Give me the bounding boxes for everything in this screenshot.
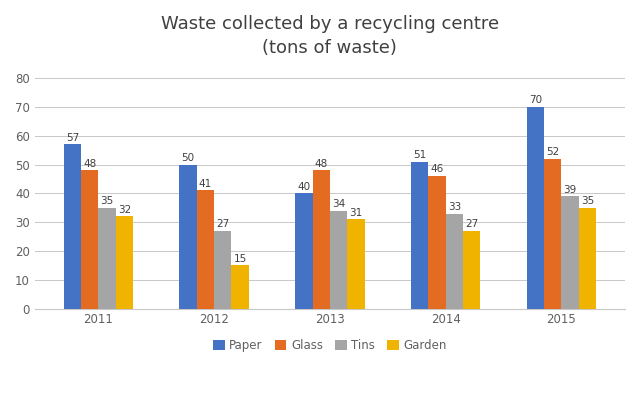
Bar xyxy=(561,196,579,309)
Text: 46: 46 xyxy=(430,164,444,174)
Bar xyxy=(179,164,196,309)
Text: 70: 70 xyxy=(529,95,542,105)
Text: 57: 57 xyxy=(66,133,79,143)
Bar xyxy=(463,231,481,309)
Text: 39: 39 xyxy=(563,184,577,195)
Bar xyxy=(295,193,312,309)
Bar xyxy=(527,107,544,309)
Bar xyxy=(81,170,99,309)
Bar xyxy=(232,265,249,309)
Text: 41: 41 xyxy=(199,179,212,189)
Text: 31: 31 xyxy=(349,208,362,218)
Text: 51: 51 xyxy=(413,150,426,160)
Bar xyxy=(544,159,561,309)
Bar xyxy=(411,162,428,309)
Bar xyxy=(196,190,214,309)
Text: 48: 48 xyxy=(315,159,328,168)
Legend: Paper, Glass, Tins, Garden: Paper, Glass, Tins, Garden xyxy=(208,334,452,357)
Text: 40: 40 xyxy=(297,182,310,192)
Text: 34: 34 xyxy=(332,199,345,209)
Text: 27: 27 xyxy=(465,219,478,229)
Bar xyxy=(214,231,232,309)
Bar xyxy=(312,170,330,309)
Text: 35: 35 xyxy=(580,196,594,206)
Text: 50: 50 xyxy=(182,153,195,163)
Text: 33: 33 xyxy=(447,202,461,212)
Bar xyxy=(63,144,81,309)
Bar xyxy=(579,208,596,309)
Bar xyxy=(348,219,365,309)
Text: 32: 32 xyxy=(118,205,131,214)
Text: 35: 35 xyxy=(100,196,114,206)
Bar xyxy=(445,214,463,309)
Bar xyxy=(99,208,116,309)
Bar xyxy=(330,211,348,309)
Text: 48: 48 xyxy=(83,159,97,168)
Bar xyxy=(428,176,445,309)
Text: 15: 15 xyxy=(234,254,247,264)
Text: 52: 52 xyxy=(546,147,559,157)
Bar xyxy=(116,217,133,309)
Title: Waste collected by a recycling centre
(tons of waste): Waste collected by a recycling centre (t… xyxy=(161,15,499,57)
Text: 27: 27 xyxy=(216,219,229,229)
